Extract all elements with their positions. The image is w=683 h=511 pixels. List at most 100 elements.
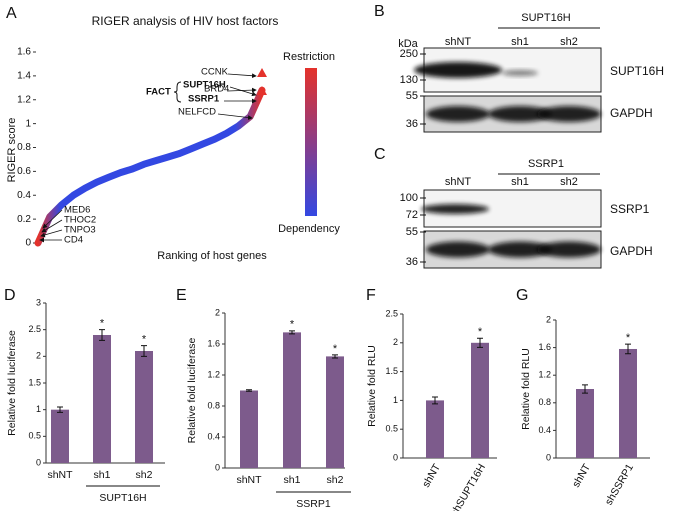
blot-group-label: SUPT16H <box>521 12 571 24</box>
annotation: SUPT16H <box>183 80 226 91</box>
marker-label: 250 <box>400 48 418 60</box>
y-tick-label: 0 <box>36 457 41 467</box>
chart-title: RIGER analysis of HIV host factors <box>92 14 279 28</box>
annotation: BRD4 <box>204 84 229 95</box>
x-tick-label: sh2 <box>327 474 344 486</box>
error-bar <box>332 354 338 359</box>
marker-label: 100 <box>400 192 418 204</box>
blot-band <box>421 204 489 214</box>
x-tick-label: shNT <box>570 461 593 489</box>
lane-label: shNT <box>445 36 472 48</box>
bar <box>576 389 594 458</box>
error-bar <box>625 343 631 355</box>
bar <box>93 335 111 463</box>
error-bar <box>141 345 147 357</box>
error-bar <box>99 329 105 341</box>
marker-unit: kDa <box>398 38 418 50</box>
error-bar <box>57 406 63 413</box>
annotation: TNPO3 <box>64 225 96 236</box>
error-bar <box>246 389 252 392</box>
group-label: SUPT16H <box>99 492 146 504</box>
y-tick-label: 0.8 <box>207 400 220 410</box>
x-tick-label: sh1 <box>94 469 111 481</box>
y-tick-label: 0 <box>215 462 220 472</box>
blot-band <box>426 106 490 122</box>
x-tick-label: sh2 <box>136 469 153 481</box>
y-tick-label: 0.5 <box>385 424 398 434</box>
colorbar <box>305 68 317 216</box>
lane-label: sh2 <box>560 36 578 48</box>
marker-label: 36 <box>406 118 418 130</box>
y-tick-label: 1.5 <box>28 377 41 387</box>
y-tick-label: 0 <box>546 452 551 462</box>
y-tick-label: 2 <box>393 337 398 347</box>
protein-label: GAPDH <box>610 106 653 120</box>
bar <box>471 342 489 458</box>
fact-brace <box>173 81 182 103</box>
lane-label: sh1 <box>511 36 529 48</box>
x-tick-label: shNT <box>236 474 262 486</box>
panel-letter: D <box>4 287 16 304</box>
y-tick-label: 2 <box>36 351 41 361</box>
lane-label: shNT <box>445 176 472 188</box>
riger-curve <box>34 86 266 247</box>
marker-label: 55 <box>406 226 418 238</box>
significance-label: * <box>142 334 147 346</box>
annotation-arrow <box>42 209 63 229</box>
annotation: FACT <box>146 87 171 98</box>
y-tick-label: 0 <box>393 452 398 462</box>
y-tick-label: 1.2 <box>17 94 31 105</box>
y-axis-label: Relative fold luciferase <box>6 330 18 436</box>
y-axis-label: Relative fold luciferase <box>186 338 198 444</box>
bar <box>326 356 344 468</box>
colorbar-label: Restriction <box>283 51 335 63</box>
y-tick-label: 3 <box>36 297 41 307</box>
y-tick-label: 0.2 <box>17 214 31 225</box>
top-hit-marker <box>257 68 267 77</box>
bar <box>283 332 301 468</box>
y-tick-label: 1.6 <box>538 342 551 352</box>
marker-label: 72 <box>406 209 418 221</box>
y-tick-label: 1.4 <box>17 71 31 82</box>
error-bar <box>582 384 588 394</box>
y-tick-label: 1 <box>393 395 398 405</box>
marker-label: 55 <box>406 90 418 102</box>
significance-label: * <box>100 318 105 330</box>
y-tick-label: 1.5 <box>385 366 398 376</box>
blot-group-label: SSRP1 <box>528 158 564 170</box>
error-bar <box>432 396 438 405</box>
annotation: THOC2 <box>64 215 96 226</box>
y-tick-label: 1.6 <box>207 338 220 348</box>
y-tick-label: 2 <box>546 314 551 324</box>
x-tick-label: shSSRP1 <box>603 462 636 508</box>
significance-label: * <box>478 326 483 338</box>
blot-band <box>488 106 552 122</box>
y-tick-label: 2 <box>215 307 220 317</box>
y-tick-label: 0.6 <box>17 166 31 177</box>
marker-label: 130 <box>400 74 418 86</box>
x-tick-label: shNT <box>47 469 73 481</box>
annotation: SSRP1 <box>188 94 220 105</box>
marker-label: 36 <box>406 256 418 268</box>
panel-letter: A <box>6 5 17 22</box>
annotation: CD4 <box>64 235 83 246</box>
blot-band <box>488 241 552 258</box>
y-tick-label: 0.8 <box>17 142 31 153</box>
y-tick-label: 1.2 <box>538 370 551 380</box>
y-tick-label: 1 <box>25 118 31 129</box>
lane-label: sh1 <box>511 176 529 188</box>
top-hit-marker <box>257 86 267 95</box>
y-tick-label: 0.4 <box>17 190 31 201</box>
y-tick-label: 0.8 <box>538 397 551 407</box>
y-tick-label: 2.5 <box>28 324 41 334</box>
y-tick-label: 0.4 <box>538 425 551 435</box>
lane-label: sh2 <box>560 176 578 188</box>
y-tick-label: 0 <box>25 238 31 249</box>
error-bar <box>289 330 295 335</box>
y-tick-label: 0.4 <box>207 431 220 441</box>
x-tick-label: sh1 <box>284 474 301 486</box>
blot-band <box>502 70 538 76</box>
annotation-arrow <box>217 113 253 120</box>
significance-label: * <box>290 319 295 331</box>
